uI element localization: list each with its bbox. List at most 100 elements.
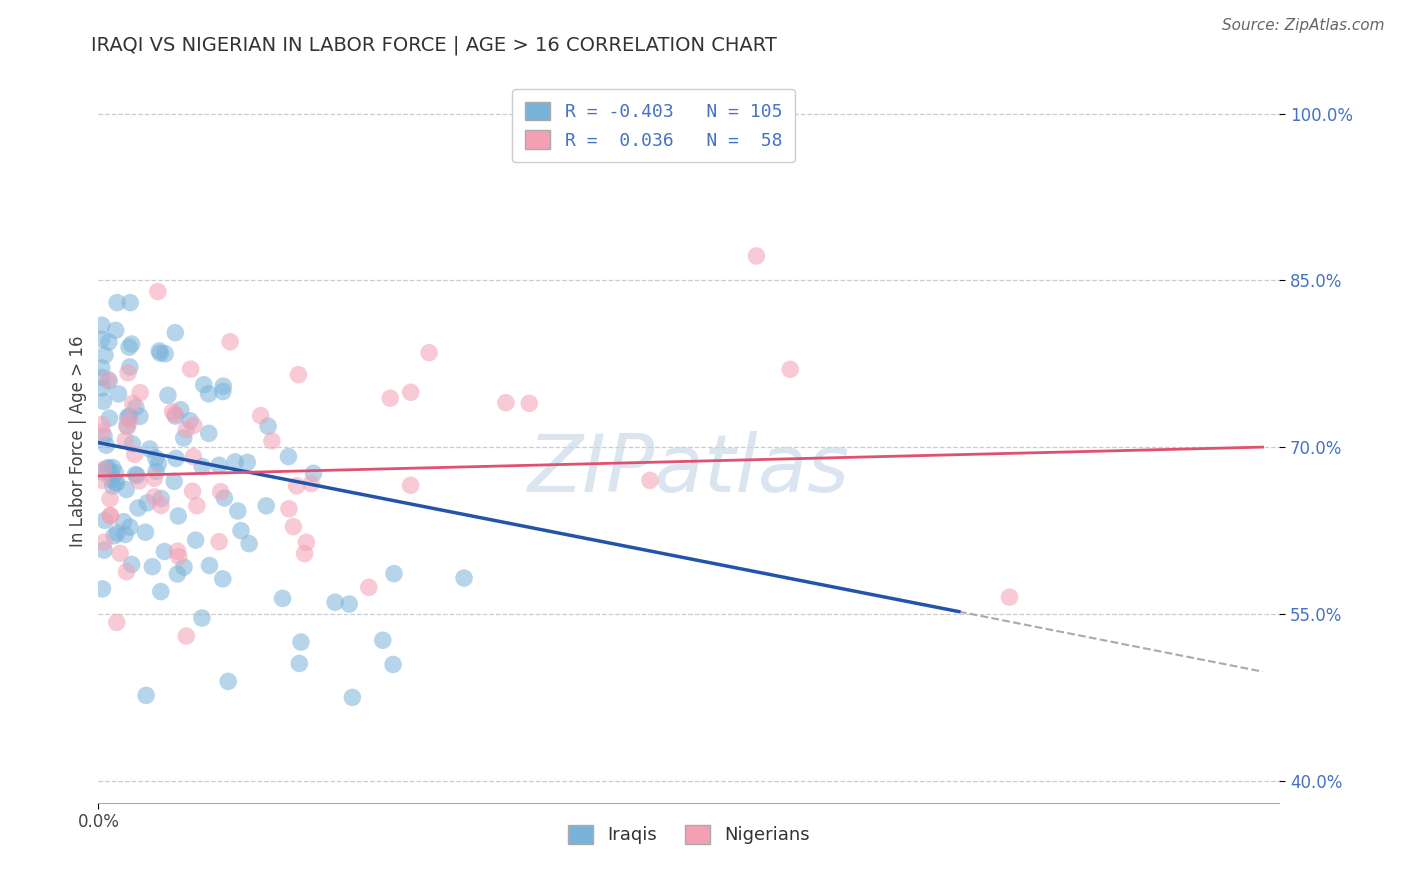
Y-axis label: In Labor Force | Age > 16: In Labor Force | Age > 16 <box>69 335 87 548</box>
Point <box>101 460 124 475</box>
Point <box>323 595 346 609</box>
Point <box>98 411 121 425</box>
Point <box>299 476 322 491</box>
Point <box>98 491 121 506</box>
Point <box>181 450 204 464</box>
Point <box>90 332 112 346</box>
Point <box>93 429 115 443</box>
Point <box>98 374 121 388</box>
Point <box>125 468 148 483</box>
Point <box>96 462 118 476</box>
Point <box>145 450 167 465</box>
Point <box>183 418 205 433</box>
Point <box>136 496 159 510</box>
Point <box>118 340 141 354</box>
Point <box>104 323 127 337</box>
Point <box>107 387 129 401</box>
Point <box>93 394 115 409</box>
Point <box>166 544 188 558</box>
Point <box>342 690 364 705</box>
Point <box>285 479 308 493</box>
Point <box>197 426 219 441</box>
Point <box>193 377 215 392</box>
Point <box>93 535 115 549</box>
Point <box>186 499 208 513</box>
Point <box>165 409 187 423</box>
Point <box>191 459 214 474</box>
Point <box>91 582 114 596</box>
Point <box>101 479 124 493</box>
Point <box>173 431 195 445</box>
Point <box>90 318 112 333</box>
Point <box>118 409 141 423</box>
Point <box>208 458 231 473</box>
Point <box>219 334 242 349</box>
Point <box>165 326 187 340</box>
Point <box>288 657 311 671</box>
Point <box>254 499 277 513</box>
Text: IRAQI VS NIGERIAN IN LABOR FORCE | AGE > 16 CORRELATION CHART: IRAQI VS NIGERIAN IN LABOR FORCE | AGE >… <box>91 36 778 55</box>
Point <box>257 419 280 434</box>
Point <box>90 360 112 375</box>
Point <box>212 379 235 393</box>
Point <box>149 584 172 599</box>
Point <box>114 433 136 447</box>
Point <box>295 535 318 549</box>
Point <box>145 464 167 478</box>
Point <box>90 417 112 432</box>
Point <box>100 472 122 486</box>
Point <box>260 434 283 448</box>
Point <box>380 391 402 405</box>
Point <box>124 467 146 482</box>
Point <box>105 526 128 541</box>
Point <box>197 387 219 401</box>
Point <box>382 657 405 672</box>
Point <box>91 381 114 395</box>
Point <box>170 402 193 417</box>
Point <box>167 549 190 564</box>
Point <box>100 467 122 481</box>
Point <box>399 478 422 492</box>
Point <box>382 566 405 581</box>
Point <box>277 501 299 516</box>
Point <box>141 559 163 574</box>
Point <box>96 438 118 452</box>
Point <box>211 572 233 586</box>
Point <box>226 504 249 518</box>
Point <box>97 334 120 349</box>
Point <box>105 295 128 310</box>
Point <box>121 437 143 451</box>
Point <box>212 384 235 399</box>
Point <box>181 484 204 499</box>
Point <box>121 396 143 410</box>
Point <box>153 347 176 361</box>
Point <box>371 633 394 648</box>
Point <box>198 558 221 573</box>
Point <box>143 490 166 504</box>
Point <box>120 413 142 427</box>
Point <box>166 567 188 582</box>
Point <box>214 491 236 505</box>
Point <box>117 410 139 425</box>
Point <box>149 346 172 360</box>
Point <box>337 597 360 611</box>
Point <box>277 450 299 464</box>
Point <box>290 635 312 649</box>
Point <box>156 388 179 402</box>
Point <box>134 525 156 540</box>
Point <box>118 520 141 534</box>
Point <box>139 442 162 456</box>
Point <box>238 536 260 550</box>
Point <box>779 362 801 376</box>
Point <box>191 611 214 625</box>
Point <box>135 689 157 703</box>
Point <box>90 474 112 488</box>
Point <box>115 565 138 579</box>
Point <box>90 465 112 479</box>
Point <box>179 414 201 428</box>
Point <box>283 519 305 533</box>
Point <box>294 547 316 561</box>
Point <box>180 362 202 376</box>
Point <box>495 395 517 409</box>
Point <box>176 629 198 643</box>
